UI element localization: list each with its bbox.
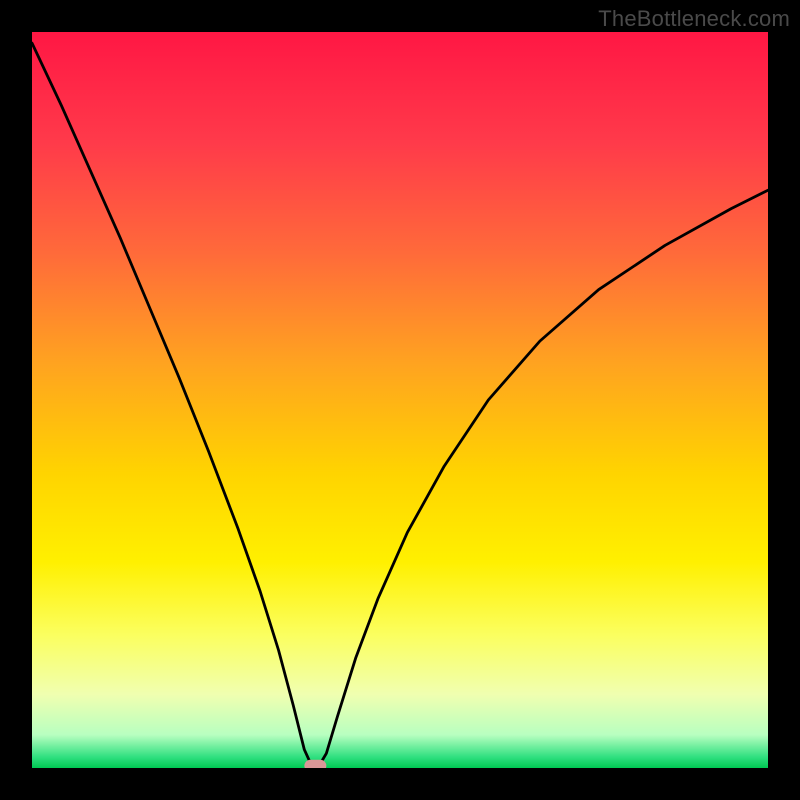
bottleneck-chart: TheBottleneck.com (0, 0, 800, 800)
watermark-text: TheBottleneck.com (598, 6, 790, 32)
chart-svg (0, 0, 800, 800)
plot-background (32, 32, 768, 768)
